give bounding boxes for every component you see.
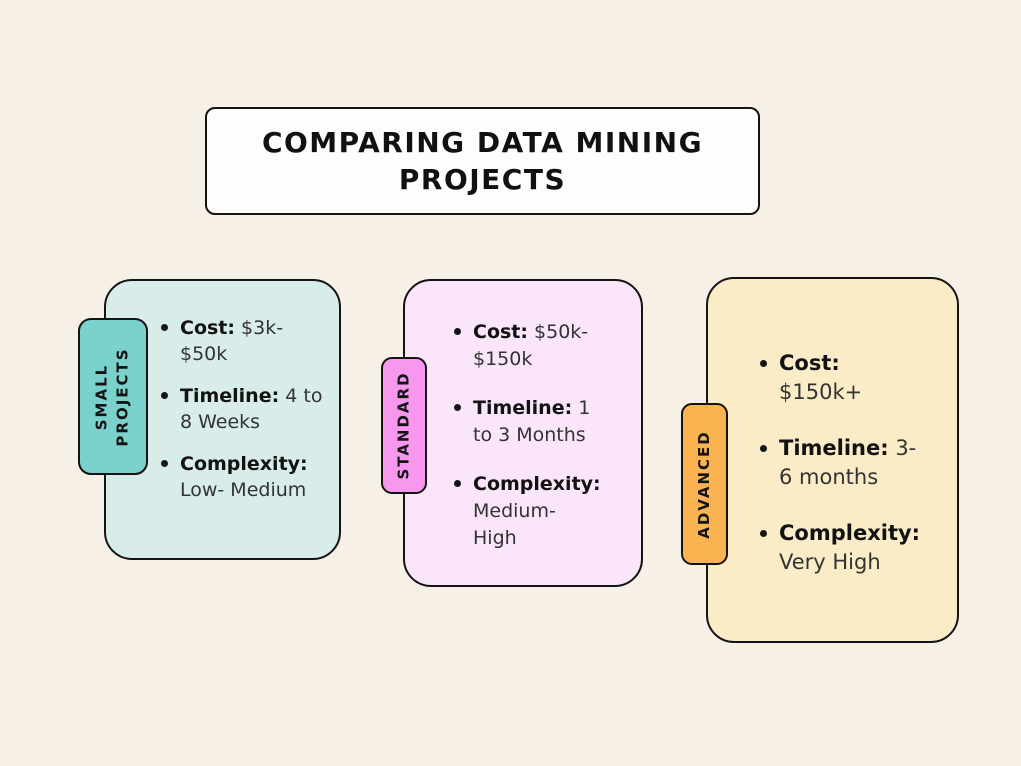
- tab-standard: STANDARD: [381, 357, 427, 494]
- tab-label-advanced: ADVANCED: [695, 429, 713, 539]
- card-advanced: Cost: $150k+ Timeline: 3- 6 months Compl…: [706, 277, 959, 643]
- item-label: Cost:: [779, 351, 840, 375]
- list-item-cost: Cost: $50k- $150k: [454, 319, 633, 373]
- list-item-timeline: Timeline: 4 to 8 Weeks: [161, 383, 331, 435]
- item-value: $50k- $150k: [473, 321, 589, 370]
- feature-list-standard: Cost: $50k- $150k Timeline: 1 to 3 Month…: [405, 281, 641, 552]
- tab-label-standard: STANDARD: [394, 371, 413, 480]
- item-value: $150k+: [779, 380, 863, 404]
- item-label: Cost:: [473, 321, 528, 343]
- feature-list-advanced: Cost: $150k+ Timeline: 3- 6 months Compl…: [708, 279, 957, 577]
- item-value: $3k- $50k: [180, 317, 284, 365]
- page-title: COMPARING DATA MINING PROJECTS: [261, 126, 704, 196]
- item-value: Low- Medium: [180, 479, 307, 501]
- list-item-complexity: Complexity: Medium- High: [454, 471, 633, 552]
- item-value: Medium- High: [473, 500, 556, 549]
- list-item-complexity: Complexity: Low- Medium: [161, 451, 331, 503]
- feature-list-small-projects: Cost: $3k- $50k Timeline: 4 to 8 Weeks C…: [106, 281, 339, 503]
- tab-label-small-projects: SMALL PROJECTS: [93, 346, 133, 447]
- item-label: Timeline:: [779, 436, 889, 460]
- item-label: Cost:: [180, 317, 235, 339]
- list-item-complexity: Complexity: Very High: [760, 519, 951, 577]
- item-value: 4 to 8 Weeks: [180, 385, 323, 433]
- card-small-projects: Cost: $3k- $50k Timeline: 4 to 8 Weeks C…: [104, 279, 341, 560]
- list-item-cost: Cost: $3k- $50k: [161, 315, 331, 367]
- card-standard: Cost: $50k- $150k Timeline: 1 to 3 Month…: [403, 279, 643, 587]
- item-label: Timeline:: [473, 397, 573, 419]
- item-value: 3- 6 months: [779, 436, 917, 489]
- item-label: Complexity:: [473, 473, 601, 495]
- list-item-timeline: Timeline: 1 to 3 Months: [454, 395, 633, 449]
- item-label: Timeline:: [180, 385, 280, 407]
- tab-small-projects: SMALL PROJECTS: [78, 318, 148, 475]
- list-item-timeline: Timeline: 3- 6 months: [760, 434, 951, 492]
- item-value: Very High: [779, 550, 881, 574]
- item-label: Complexity:: [779, 521, 921, 545]
- item-label: Complexity:: [180, 453, 308, 475]
- tab-advanced: ADVANCED: [681, 403, 728, 565]
- list-item-cost: Cost: $150k+: [760, 349, 951, 407]
- item-value: 1 to 3 Months: [473, 397, 591, 446]
- title-box: COMPARING DATA MINING PROJECTS: [205, 107, 760, 215]
